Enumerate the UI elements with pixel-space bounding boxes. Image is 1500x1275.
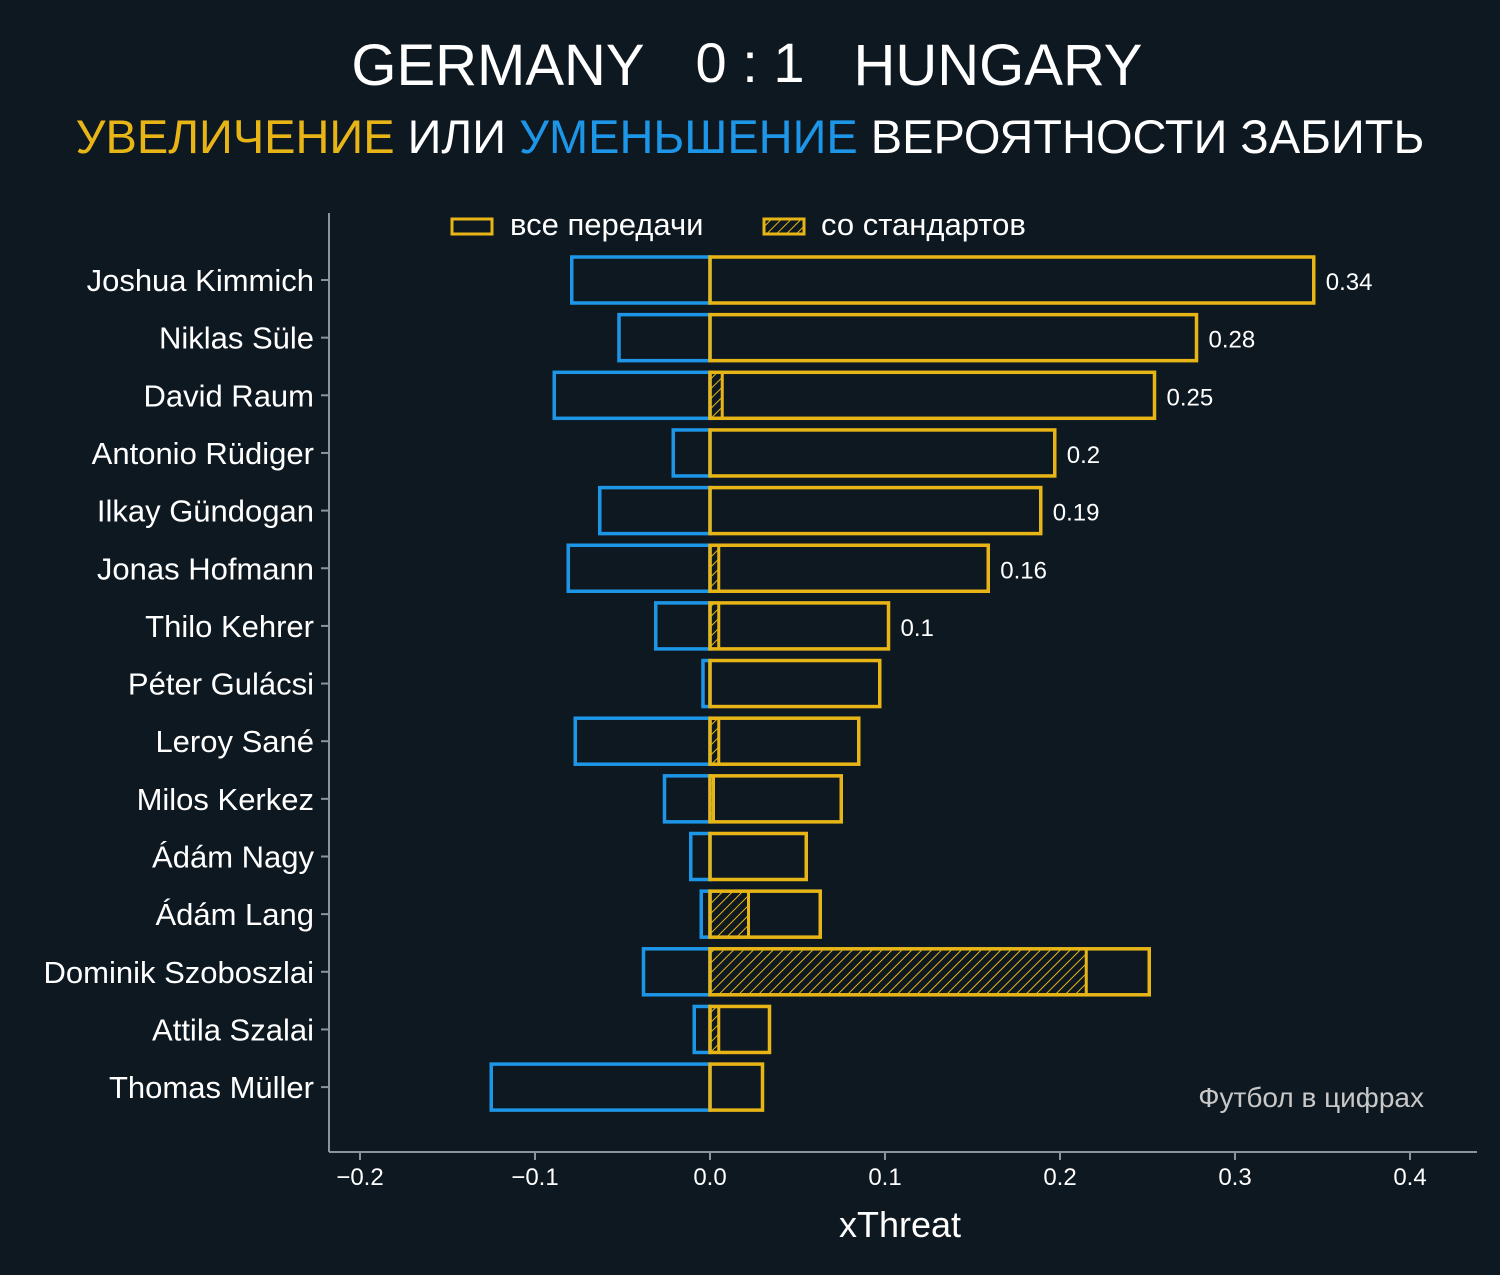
- data-label: 0.25: [1167, 384, 1214, 411]
- data-label: 0.1: [901, 615, 934, 642]
- title-home: GERMANY: [351, 33, 644, 98]
- watermark: Футбол в цифрах: [1198, 1082, 1424, 1113]
- legend-swatch-all: [450, 217, 494, 236]
- bar-setpiece: [708, 947, 1088, 997]
- x-tick-label: 0.1: [868, 1164, 901, 1191]
- bar-all-passes: [708, 485, 1043, 536]
- bar-negative: [662, 774, 712, 824]
- bar-all-passes: [708, 1062, 765, 1112]
- bar-all-passes: [708, 1004, 772, 1055]
- player-label: Thilo Kehrer: [145, 609, 314, 644]
- bar-negative: [671, 428, 712, 478]
- data-label: 0.2: [1067, 442, 1100, 469]
- player-label: Attila Szalai: [152, 1012, 314, 1047]
- x-tick-label: 0.0: [693, 1164, 726, 1191]
- player-label: Niklas Süle: [159, 321, 314, 356]
- bar-negative: [573, 716, 712, 766]
- bar-negative: [617, 312, 712, 363]
- bar-all-passes: [708, 312, 1199, 363]
- player-label: Péter Gulácsi: [128, 667, 314, 702]
- bar-all-passes: [708, 774, 843, 824]
- bar-all-passes: [708, 716, 861, 766]
- player-label: Ádám Lang: [155, 897, 314, 932]
- player-label: Ádám Nagy: [152, 840, 314, 875]
- bar-negative: [552, 370, 712, 421]
- x-tick-label: −0.1: [511, 1164, 558, 1191]
- player-label: Antonio Rüdiger: [92, 436, 314, 471]
- x-axis-label: xThreat: [839, 1204, 961, 1245]
- bar-all-passes: [708, 831, 808, 882]
- bar-negative: [641, 947, 712, 997]
- bar-negative: [566, 543, 712, 593]
- bar-negative: [689, 831, 712, 882]
- bar-all-passes: [708, 947, 1151, 997]
- legend-swatch-setpiece: [762, 217, 806, 236]
- player-label: Leroy Sané: [155, 724, 314, 759]
- bar-all-passes: [708, 370, 1157, 421]
- legend-label-setpiece: со стандартов: [821, 207, 1026, 242]
- bar-negative: [692, 1004, 712, 1055]
- bar-all-passes: [708, 889, 822, 939]
- bar-all-passes: [708, 658, 882, 709]
- legend-label-all: все передачи: [510, 207, 703, 242]
- bar-negative: [489, 1062, 712, 1112]
- bar-negative: [570, 255, 712, 305]
- subtitle-decrease: УМЕНЬШЕНИЕ: [519, 110, 858, 163]
- player-label: Milos Kerkez: [137, 782, 314, 817]
- player-label: Ilkay Gündogan: [97, 494, 314, 529]
- title-score: 0 : 1: [696, 31, 805, 94]
- x-tick-label: 0.2: [1043, 1164, 1076, 1191]
- bar-all-passes: [708, 601, 891, 651]
- player-label: Jonas Hofmann: [97, 551, 314, 586]
- data-label: 0.19: [1053, 500, 1100, 527]
- legend: все передачи со стандартов: [450, 207, 1026, 242]
- player-label: Dominik Szoboszlai: [44, 955, 315, 990]
- x-tick-label: −0.2: [336, 1164, 383, 1191]
- player-label: David Raum: [143, 378, 314, 413]
- data-label: 0.16: [1000, 557, 1047, 584]
- bar-negative: [598, 485, 712, 536]
- title-away: HUNGARY: [854, 33, 1143, 98]
- bar-setpiece: [708, 370, 724, 420]
- bar-negative: [654, 601, 712, 651]
- bar-setpiece: [708, 889, 750, 939]
- x-tick-label: 0.4: [1393, 1164, 1426, 1191]
- subtitle-or: ИЛИ: [395, 110, 520, 163]
- data-label: 0.28: [1209, 327, 1256, 354]
- subtitle-rest: ВЕРОЯТНОСТИ ЗАБИТЬ: [858, 110, 1425, 163]
- bar-all-passes: [708, 255, 1316, 305]
- data-label: 0.34: [1326, 269, 1373, 296]
- x-tick-label: 0.3: [1218, 1164, 1251, 1191]
- subtitle-increase: УВЕЛИЧЕНИЕ: [76, 110, 395, 163]
- bar-all-passes: [708, 543, 990, 593]
- player-label: Thomas Müller: [109, 1070, 314, 1105]
- bar-all-passes: [708, 428, 1057, 478]
- player-label: Joshua Kimmich: [87, 263, 314, 298]
- subtitle: УВЕЛИЧЕНИЕ ИЛИ УМЕНЬШЕНИЕ ВЕРОЯТНОСТИ ЗА…: [76, 110, 1425, 163]
